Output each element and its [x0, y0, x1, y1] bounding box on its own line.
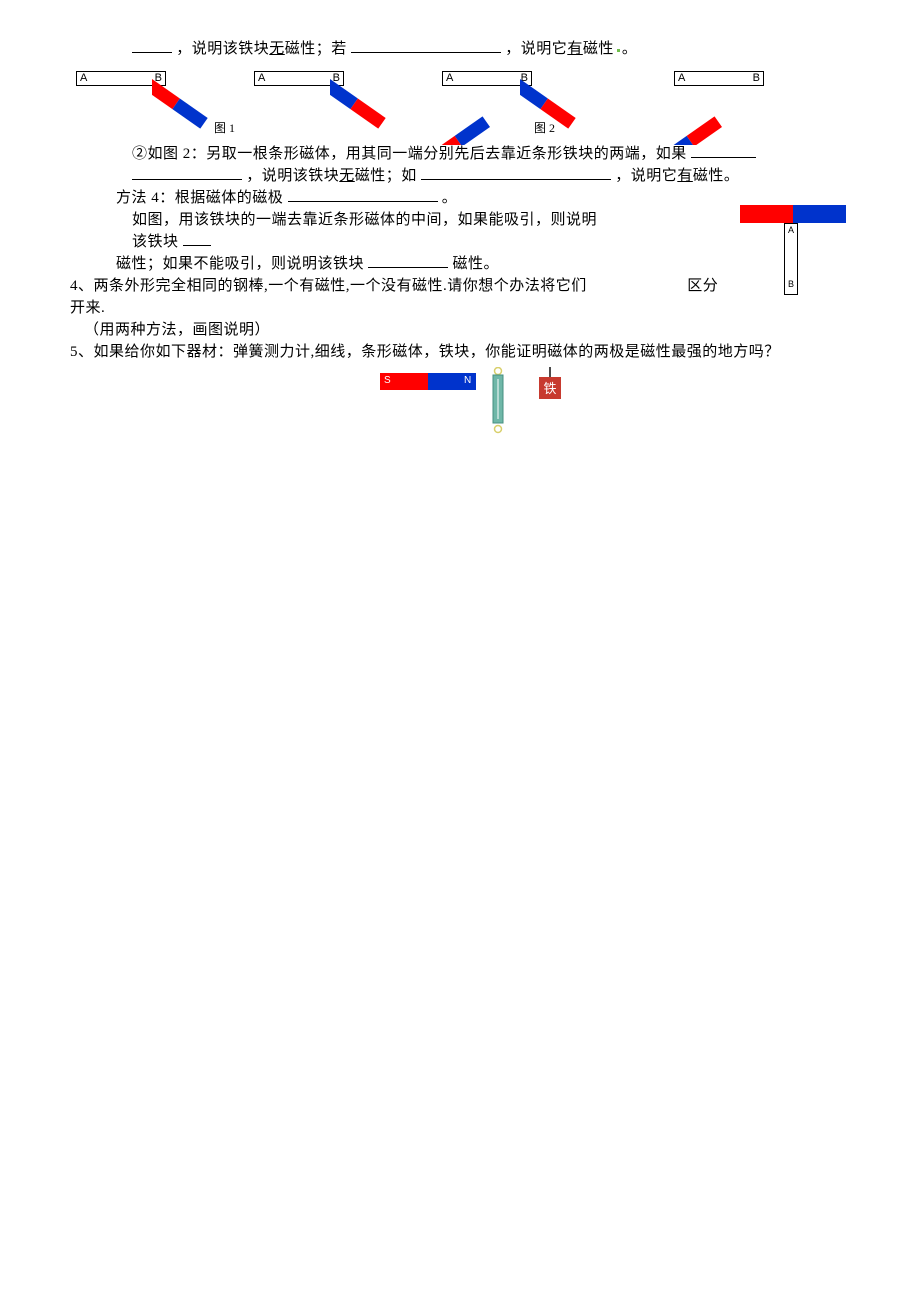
text: ，说明它 [615, 168, 677, 184]
text: （用两种方法，画图说明） [84, 322, 270, 338]
label-s: S [384, 375, 391, 386]
bottom-illustration: S N 铁 [70, 367, 850, 437]
label-a: A [80, 72, 87, 85]
text: 如图，用该铁块的一端去靠近条形磁体的中间，如果能吸引，则说明 [132, 212, 597, 228]
line-6: 磁性；如果不能吸引，则说明该铁块 磁性。 [70, 253, 850, 275]
iron-label: 铁 [543, 381, 556, 396]
line-1: ，说明该铁块无磁性；若 ，说明它有磁性。 [70, 38, 850, 61]
magnet-bar-icon [664, 81, 774, 145]
underline-you: 有 [567, 41, 583, 57]
text: 磁性；如 [355, 168, 417, 184]
magnet-bar-icon [330, 79, 420, 143]
line-5: 如图，用该铁块的一端去靠近条形磁体的中间，如果能吸引，则说明 该铁块 [70, 209, 850, 253]
blank [132, 165, 242, 180]
label-b: B [785, 279, 797, 289]
text: ，说明该铁块 [176, 41, 269, 57]
blank [421, 165, 611, 180]
fig-label-1: 图 1 [214, 119, 235, 136]
text: 4、两条外形完全相同的钢棒,一个有磁性,一个没有磁性.请你想个办法将它们 [70, 278, 587, 294]
text: 。 [442, 190, 458, 206]
underline-wu: 无 [269, 41, 285, 57]
iron-block-icon: 铁 [536, 367, 564, 403]
green-dot-icon [614, 39, 622, 61]
page: ，说明该铁块无磁性；若 ，说明它有磁性。 A B 图 1 A B [0, 0, 920, 1302]
text: 。 [622, 41, 638, 57]
label-a: A [258, 72, 265, 85]
blank [183, 231, 211, 246]
text: 5、如果给你如下器材：弹簧测力计,细线，条形磁体，铁块，你能证明磁体的两极是磁性… [70, 344, 780, 360]
underline-you: 有 [677, 168, 693, 184]
q4-line1: 4、两条外形完全相同的钢棒,一个有磁性,一个没有磁性.请你想个办法将它们 区分开… [70, 275, 850, 319]
text: ，说明它 [505, 41, 567, 57]
text: 磁性 [583, 41, 614, 57]
magnet-blue-half [793, 205, 846, 223]
text: 磁性。 [453, 256, 500, 272]
vertical-bar-icon: A B [784, 223, 798, 295]
text: 该铁块 [132, 234, 179, 250]
blank [132, 38, 172, 53]
blank [288, 187, 438, 202]
blank [351, 38, 501, 53]
label-n: N [464, 375, 471, 386]
line-3: ，说明该铁块无磁性；如 ，说明它有磁性。 [70, 165, 850, 187]
blank [691, 143, 756, 158]
label-a: A [785, 225, 797, 235]
text: ②如图 2：另取一根条形磁体，用其同一端分别先后去靠近条形铁块的两端，如果 [132, 146, 687, 162]
bar-magnet-icon: S N [380, 373, 476, 390]
spring-scale-icon [488, 367, 508, 435]
line-2: ②如图 2：另取一根条形磁体，用其同一端分别先后去靠近条形铁块的两端，如果 [70, 143, 850, 165]
magnet-red-half [740, 205, 793, 223]
right-figure: A B [734, 205, 850, 301]
underline-wu: 无 [339, 168, 355, 184]
text: 磁性。 [693, 168, 740, 184]
horiz-magnet-icon [740, 205, 846, 223]
text: 方法 4：根据磁体的磁极 [116, 190, 283, 206]
figures-row: A B 图 1 A B A B [74, 67, 854, 139]
blank [368, 253, 448, 268]
text: 磁性；如果不能吸引，则说明该铁块 [116, 256, 364, 272]
method4-block: A B 方法 4：根据磁体的磁极 。 如图，用该铁块的一端去靠近条形磁体的中间，… [70, 187, 850, 341]
q5-line: 5、如果给你如下器材：弹簧测力计,细线，条形磁体，铁块，你能证明磁体的两极是磁性… [70, 341, 850, 363]
fig-label-2: 图 2 [534, 119, 555, 136]
text: 磁性；若 [285, 41, 347, 57]
line-4: 方法 4：根据磁体的磁极 。 [70, 187, 850, 209]
text: ，说明该铁块 [246, 168, 339, 184]
q4-line2: （用两种方法，画图说明） [70, 319, 850, 341]
